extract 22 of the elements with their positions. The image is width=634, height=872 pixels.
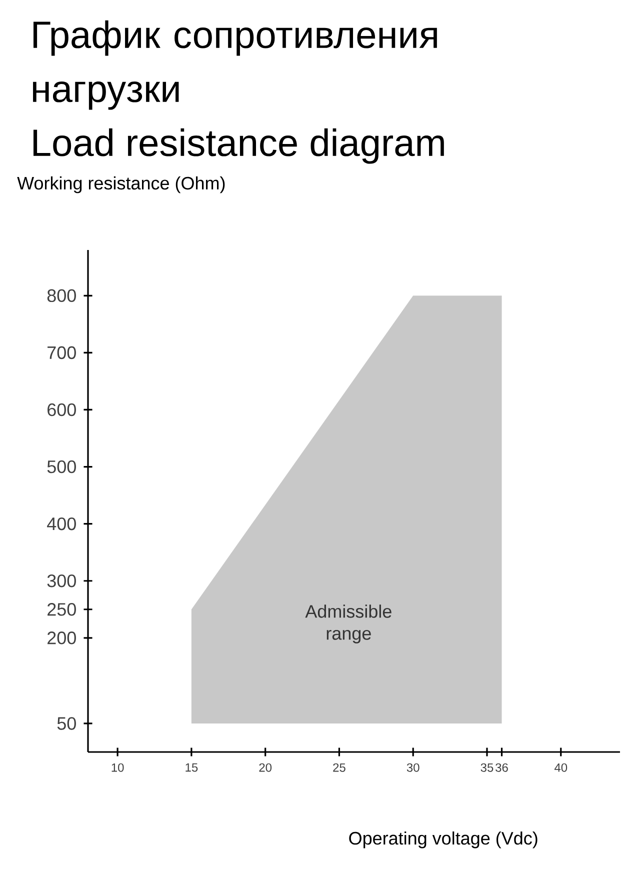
- y-axis-title: Working resistance (Ohm): [17, 176, 225, 194]
- x-tick-label: 36: [496, 763, 508, 772]
- y-tick-label: 700: [48, 346, 76, 360]
- y-tick-label: 300: [47, 574, 76, 588]
- y-tick-label: 600: [48, 403, 76, 416]
- x-tick-label: 40: [554, 763, 568, 772]
- x-tick-label: 35: [480, 763, 494, 772]
- y-tick-label: 250: [48, 603, 76, 616]
- y-tick-label: 500: [47, 460, 76, 474]
- y-tick-label: 200: [48, 632, 76, 644]
- chart-title: График сопротивления нагрузки: [33, 20, 437, 110]
- x-tick-label: 10: [112, 763, 124, 772]
- x-axis-title: Operating voltage (Vdc): [349, 831, 538, 848]
- y-tick-label: 800: [47, 289, 76, 302]
- x-tick-label: 15: [186, 763, 198, 772]
- annotation: Admissible range: [305, 604, 392, 644]
- x-tick-label: 20: [259, 763, 272, 772]
- y-tick-label: 50: [57, 717, 76, 730]
- x-tick-label: 25: [333, 763, 346, 772]
- chart-subtitle: Load resistance diagram: [34, 128, 444, 164]
- y-tick-label: 400: [47, 517, 76, 530]
- x-tick-label: 30: [406, 763, 420, 772]
